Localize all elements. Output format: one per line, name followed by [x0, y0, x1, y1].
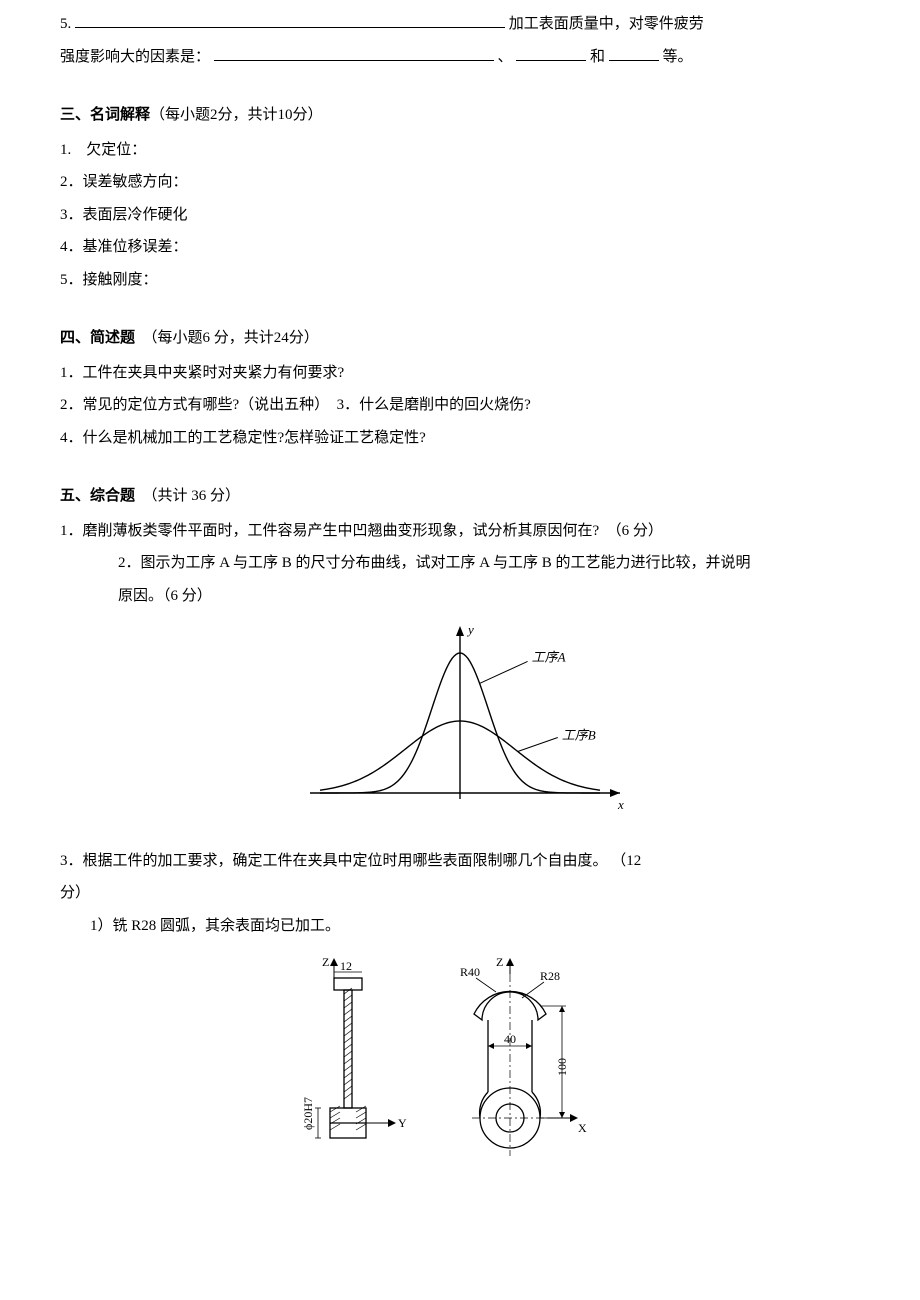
svg-text:Z: Z: [322, 955, 329, 969]
svg-text:y: y: [466, 622, 474, 637]
s4-item-1: 1．工件在夹具中夹紧时对夹紧力有何要求?: [60, 359, 860, 388]
s5-q1: 1．磨削薄板类零件平面时，工件容易产生中凹翘曲变形现象，试分析其原因何在? （6…: [60, 517, 860, 546]
s4-item-3: 4．什么是机械加工的工艺稳定性?怎样验证工艺稳定性?: [60, 424, 860, 453]
s3-item-3: 3．表面层冷作硬化: [60, 201, 860, 230]
exam-page: 5. 加工表面质量中，对零件疲劳 强度影响大的因素是： 、 和 等。 三、名词解…: [0, 0, 920, 1277]
blank-1: [75, 12, 505, 28]
s3-item-2: 2．误差敏感方向：: [60, 168, 860, 197]
q5-sep1: 、: [498, 49, 513, 65]
q5-line1: 5. 加工表面质量中，对零件疲劳: [60, 10, 860, 39]
section4-note: （每小题6 分，共计24分）: [150, 330, 319, 346]
section4-heading: 四、简述题 （每小题6 分，共计24分）: [60, 324, 860, 353]
svg-text:ϕ20H7: ϕ20H7: [301, 1097, 315, 1130]
section5-heading: 五、综合题 （共计 36 分）: [60, 482, 860, 511]
figure-mechanical: ϕ20H7 Z 12 Y Z X R40 R28 40 100: [60, 948, 860, 1219]
svg-text:x: x: [617, 797, 624, 812]
section3-note: （每小题2分，共计10分）: [150, 107, 323, 123]
svg-text:X: X: [578, 1121, 587, 1135]
figure-distribution: y x 工序A 工序B: [60, 618, 860, 829]
blank-2: [214, 45, 494, 61]
mechanical-drawing: ϕ20H7 Z 12 Y Z X R40 R28 40 100: [290, 948, 630, 1208]
q5-prefix: 5.: [60, 16, 71, 32]
q5-line2: 强度影响大的因素是： 、 和 等。: [60, 43, 860, 72]
svg-text:100: 100: [555, 1058, 569, 1076]
s5-q3c: 1）铣 R28 圆弧，其余表面均已加工。: [60, 912, 860, 941]
section5-note: （共计 36 分）: [150, 488, 240, 504]
section3-heading: 三、名词解释（每小题2分，共计10分）: [60, 101, 860, 130]
s3-item-5: 5．接触刚度：: [60, 266, 860, 295]
svg-text:R28: R28: [540, 969, 560, 983]
svg-text:Z: Z: [496, 955, 503, 969]
blank-4: [609, 45, 659, 61]
s5-q2a: 2．图示为工序 A 与工序 B 的尺寸分布曲线，试对工序 A 与工序 B 的工艺…: [60, 549, 860, 578]
s5-q3a: 3．根据工件的加工要求，确定工件在夹具中定位时用哪些表面限制哪几个自由度。 （1…: [60, 847, 860, 876]
s5-q3b: 分）: [60, 879, 860, 908]
svg-text:工序A: 工序A: [532, 649, 566, 664]
section4-title: 四、简述题: [60, 330, 135, 346]
q5-tail2: 等。: [663, 49, 693, 65]
q5-tail: 加工表面质量中，对零件疲劳: [509, 16, 704, 32]
svg-text:12: 12: [340, 959, 352, 973]
svg-text:40: 40: [504, 1032, 516, 1046]
distribution-chart: y x 工序A 工序B: [290, 618, 630, 818]
q5-sep2: 和: [590, 49, 605, 65]
s3-item-1: 1. 欠定位：: [60, 136, 860, 165]
s5-q2b: 原因。（6 分）: [60, 582, 860, 611]
svg-text:工序B: 工序B: [562, 728, 596, 743]
svg-text:Y: Y: [398, 1116, 407, 1130]
section5-title: 五、综合题: [60, 488, 135, 504]
blank-3: [516, 45, 586, 61]
section3-title: 三、名词解释: [60, 107, 150, 123]
s4-item-2: 2．常见的定位方式有哪些?（说出五种） 3．什么是磨削中的回火烧伤?: [60, 391, 860, 420]
q5-line2-prefix: 强度影响大的因素是：: [60, 49, 210, 65]
s3-item-4: 4．基准位移误差：: [60, 233, 860, 262]
svg-text:R40: R40: [460, 965, 480, 979]
